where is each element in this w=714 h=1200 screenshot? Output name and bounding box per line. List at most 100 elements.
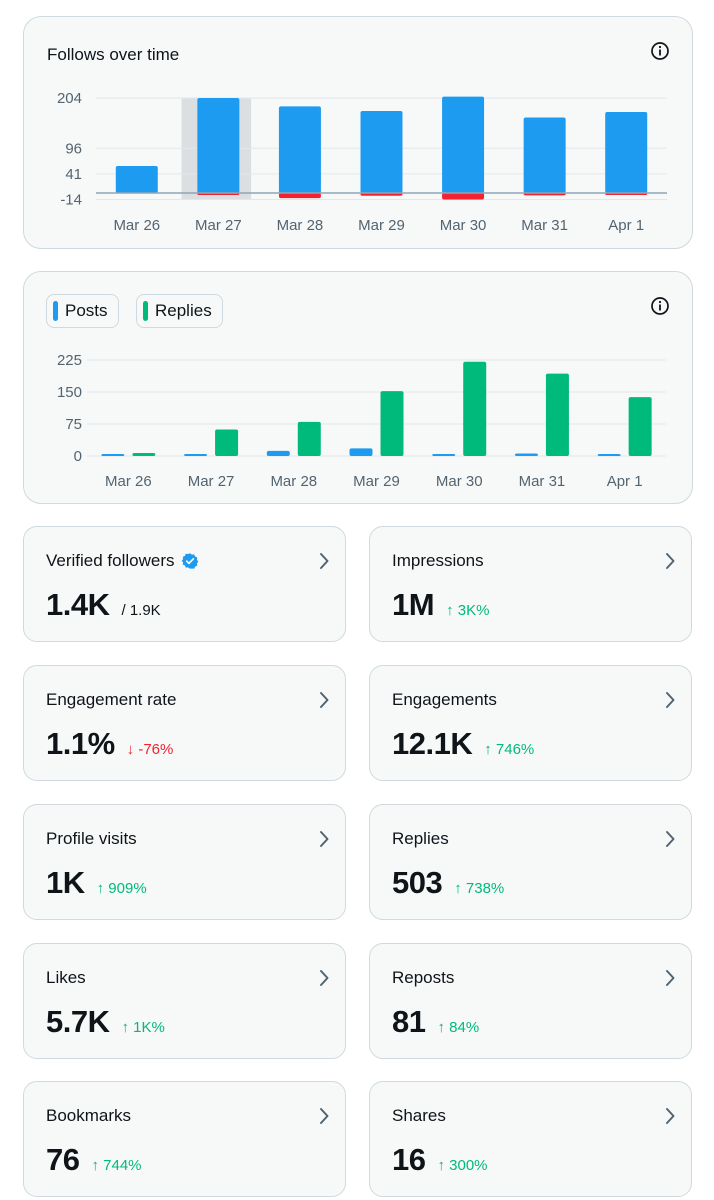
metric-label-text: Profile visits — [46, 829, 137, 848]
follows-bar — [278, 106, 321, 193]
metric-card-profile-visits[interactable]: Profile visits 1K ↑ 909% — [23, 804, 346, 920]
legend-replies-swatch — [143, 301, 148, 321]
follows-chart-card: Follows over time 204 96 41 -14 Mar 26 Mar 27… — [23, 16, 693, 249]
legend-replies[interactable]: Replies — [136, 294, 223, 328]
metric-value-row: 5.7K ↑ 1K% — [46, 1004, 165, 1040]
legend-posts[interactable]: Posts — [46, 294, 119, 328]
metric-change: ↑ 1K% — [121, 1019, 165, 1036]
metric-card-engagement-rate[interactable]: Engagement rate 1.1% ↓ -76% — [23, 665, 346, 781]
metric-value-row: 76 ↑ 744% — [46, 1142, 142, 1178]
metric-label: Replies — [392, 829, 449, 849]
x-tick-label: Mar 29 — [358, 217, 405, 234]
metric-card-engagements[interactable]: Engagements 12.1K ↑ 746% — [369, 665, 692, 781]
metric-card-shares[interactable]: Shares 16 ↑ 300% — [369, 1081, 692, 1197]
metric-value: 12.1K — [392, 726, 473, 761]
posts-bar — [349, 448, 373, 456]
metric-card-reposts[interactable]: Reposts 81 ↑ 84% — [369, 943, 692, 1059]
info-icon[interactable] — [650, 296, 670, 316]
metric-value: 1K — [46, 865, 85, 900]
chevron-right-icon[interactable] — [663, 1106, 677, 1126]
metric-card-replies[interactable]: Replies 503 ↑ 738% — [369, 804, 692, 920]
metric-change: ↑ 3K% — [446, 602, 490, 619]
metric-label-text: Shares — [392, 1106, 446, 1125]
chevron-right-icon[interactable] — [317, 829, 331, 849]
metric-label-text: Impressions — [392, 551, 484, 570]
metric-card-impressions[interactable]: Impressions 1M ↑ 3K% — [369, 526, 692, 642]
metric-value-row: 12.1K ↑ 746% — [392, 726, 534, 762]
posts-bar — [597, 454, 621, 456]
chevron-right-icon[interactable] — [663, 829, 677, 849]
chevron-right-icon[interactable] — [663, 690, 677, 710]
unfollows-bar — [278, 193, 321, 199]
x-tick-label: Apr 1 — [608, 217, 644, 234]
metric-label-text: Engagements — [392, 690, 497, 709]
replies-bar — [628, 397, 652, 456]
metric-change: ↑ 746% — [484, 741, 535, 758]
follows-bar — [115, 165, 158, 193]
metric-change: ↑ 300% — [437, 1157, 488, 1174]
legend-posts-swatch — [53, 301, 58, 321]
chevron-right-icon[interactable] — [663, 551, 677, 571]
metric-value: 1.1% — [46, 726, 115, 761]
x-tick-label: Mar 31 — [521, 217, 568, 234]
metric-card-likes[interactable]: Likes 5.7K ↑ 1K% — [23, 943, 346, 1059]
chevron-right-icon[interactable] — [317, 551, 331, 571]
metric-value: 1M — [392, 587, 435, 622]
x-tick-label: Apr 1 — [607, 473, 643, 490]
metric-label: Shares — [392, 1106, 446, 1126]
metric-value: 76 — [46, 1142, 80, 1177]
x-tick-label: Mar 30 — [440, 217, 487, 234]
follows-chart-title: Follows over time — [47, 45, 180, 64]
chevron-right-icon[interactable] — [663, 968, 677, 988]
posts-bar — [101, 454, 125, 456]
x-tick-label: Mar 26 — [105, 473, 152, 490]
follows-bar — [197, 98, 240, 193]
x-tick-label: Mar 28 — [270, 473, 317, 490]
y-tick-label: 41 — [65, 166, 82, 183]
metric-value-row: 1.1% ↓ -76% — [46, 726, 173, 762]
metric-label: Engagement rate — [46, 690, 176, 710]
y-tick-label: 150 — [57, 384, 82, 401]
replies-bar — [463, 361, 487, 456]
metric-label-text: Likes — [46, 968, 86, 987]
metric-label: Verified followers — [46, 551, 199, 571]
metric-label: Likes — [46, 968, 86, 988]
metric-change: ↑ 744% — [91, 1157, 142, 1174]
info-icon[interactable] — [650, 41, 670, 61]
metric-label-text: Replies — [392, 829, 449, 848]
replies-bar — [215, 429, 239, 456]
y-tick-label: 96 — [65, 140, 82, 157]
posts-bar — [266, 450, 290, 456]
metric-label-text: Verified followers — [46, 551, 175, 570]
metric-label: Impressions — [392, 551, 484, 571]
metric-value-row: 503 ↑ 738% — [392, 865, 504, 901]
x-tick-label: Mar 27 — [195, 217, 242, 234]
metric-value-row: 1M ↑ 3K% — [392, 587, 489, 623]
chevron-right-icon[interactable] — [317, 968, 331, 988]
metric-change: ↑ 738% — [454, 880, 505, 897]
follows-chart: 204 96 41 -14 Mar 26 Mar 27 Mar 28 Mar 29 Mar 30… — [57, 90, 667, 234]
chevron-right-icon[interactable] — [317, 690, 331, 710]
metric-subtotal: / 1.9K — [121, 602, 161, 619]
x-tick-label: Mar 26 — [113, 217, 160, 234]
replies-bar — [297, 421, 321, 456]
metric-label: Engagements — [392, 690, 497, 710]
chevron-right-icon[interactable] — [317, 1106, 331, 1126]
replies-bar — [545, 373, 569, 456]
metric-label-text: Bookmarks — [46, 1106, 132, 1125]
y-tick-label: -14 — [60, 192, 82, 209]
replies-bar — [132, 453, 156, 456]
y-tick-label: 0 — [74, 448, 82, 465]
metric-value: 1.4K — [46, 587, 110, 622]
posts-chart-card: Posts Replies 225 150 75 0 Mar 26 Mar 27 Mar 2… — [23, 271, 693, 504]
metric-card-bookmarks[interactable]: Bookmarks 76 ↑ 744% — [23, 1081, 346, 1197]
metric-value-row: 16 ↑ 300% — [392, 1142, 488, 1178]
metric-card-verified-followers[interactable]: Verified followers 1.4K / 1.9K — [23, 526, 346, 642]
metric-change: ↓ -76% — [126, 741, 174, 758]
x-tick-label: Mar 28 — [277, 217, 324, 234]
replies-bar — [380, 391, 404, 456]
follows-bar — [442, 96, 485, 193]
metric-value: 5.7K — [46, 1004, 110, 1039]
posts-bar — [184, 454, 208, 456]
legend-replies-label: Replies — [155, 301, 212, 320]
